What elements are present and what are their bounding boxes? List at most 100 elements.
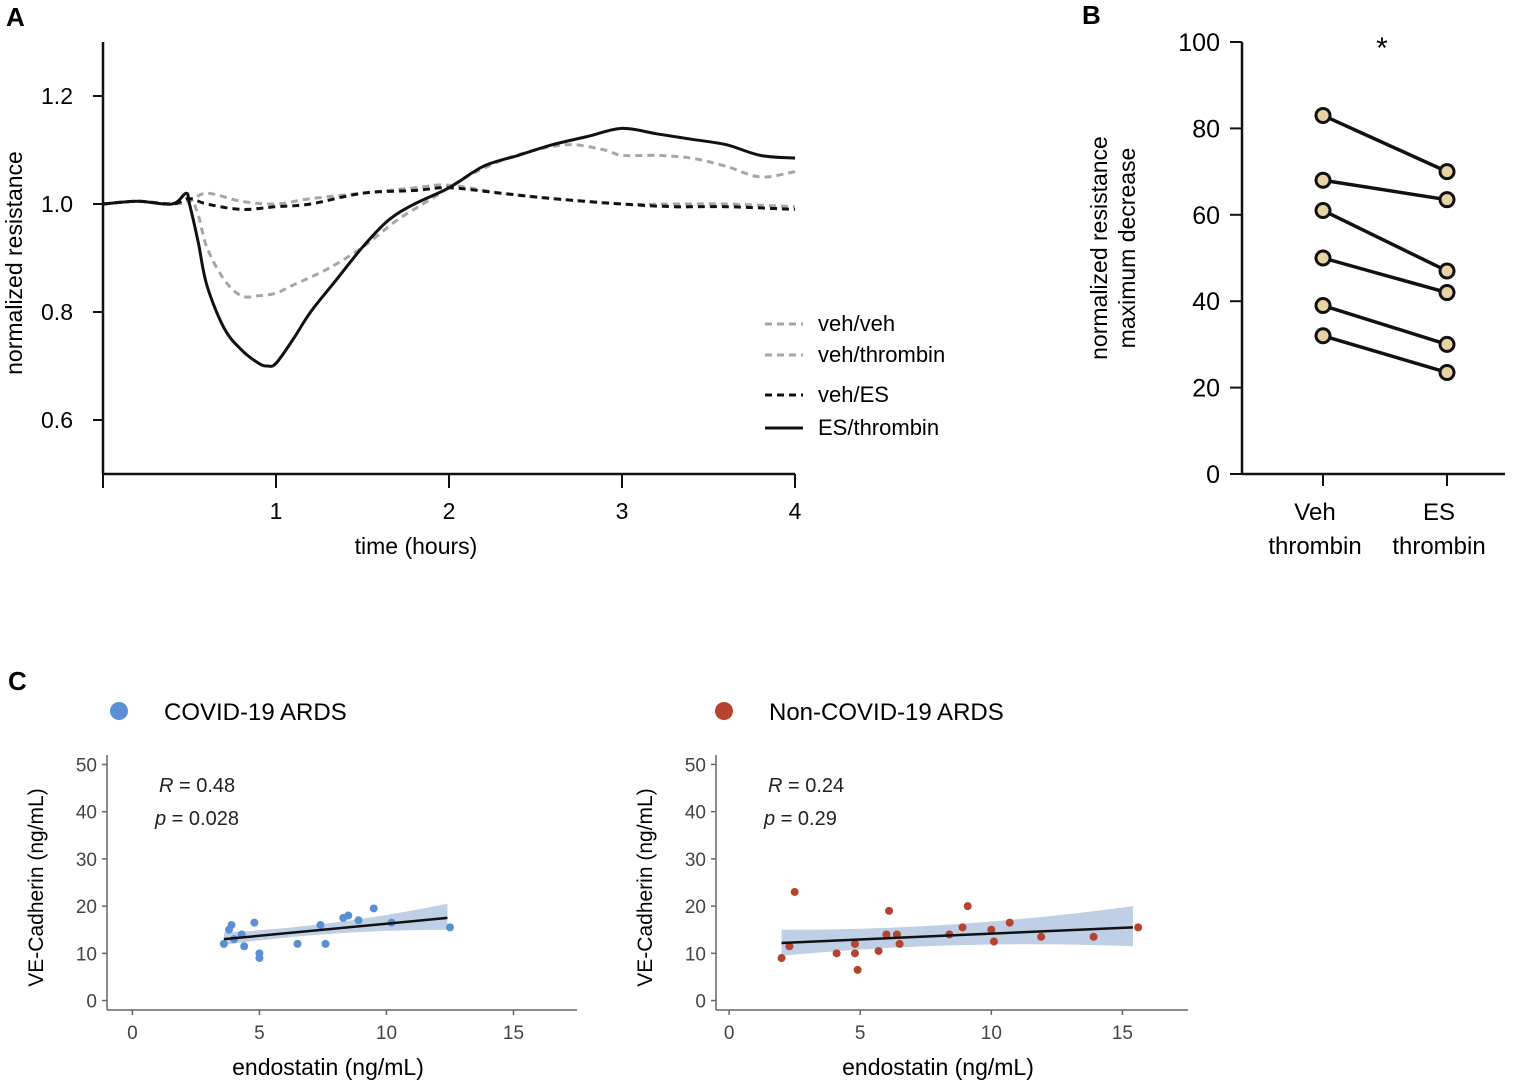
y-axis-label-line: normalized resistance: [1086, 136, 1112, 360]
y-axis-label: normalized resistance: [1, 151, 27, 375]
panel-label-b: B: [1082, 0, 1101, 30]
data-point: [987, 925, 996, 934]
data-point: [344, 911, 353, 920]
y-tick-label: 20: [1192, 375, 1220, 403]
series-line-es-thrombin: [102, 126, 796, 368]
panel-label-c: C: [8, 666, 27, 696]
stat-p-text: p = 0.028: [154, 808, 239, 830]
data-point: [777, 954, 786, 963]
data-point: [989, 937, 998, 946]
data-point: [316, 921, 325, 929]
x-axis-label: endostatin (ng/mL): [842, 1054, 1034, 1080]
x-axis-label: time (hours): [355, 533, 478, 559]
pair-point: [1438, 262, 1456, 280]
stat-r-text: R = 0.48: [159, 775, 235, 797]
stat-p-value: = 0.29: [775, 808, 837, 830]
y-tick-label: 0: [1206, 461, 1220, 489]
pair-point: [1438, 163, 1456, 181]
panel-c-right-scatter: Non-COVID-19 ARDS 0 10 20 30 40 50 0 5 10 15 endost…: [634, 699, 1188, 1080]
data-point: [445, 923, 454, 932]
y-tick-label: 40: [685, 803, 706, 824]
regression-line: [223, 916, 448, 941]
x-category-line: thrombin: [1392, 533, 1485, 560]
stat-p-symbol: p: [763, 808, 775, 830]
y-tick-label: 10: [76, 944, 97, 965]
y-tick-label: 50: [685, 755, 706, 776]
stat-r-value: = 0.48: [173, 775, 235, 797]
y-tick-label: 10: [685, 944, 706, 965]
data-point: [227, 921, 236, 929]
data-point: [1089, 932, 1098, 941]
legend-dot: [110, 702, 128, 720]
data-point: [853, 965, 862, 974]
pair-point: [1438, 335, 1456, 353]
data-point: [958, 923, 967, 932]
data-point: [895, 939, 904, 948]
y-axis-label: normalized resistancemaximum decrease: [1086, 136, 1140, 360]
data-point: [219, 939, 228, 948]
y-tick-label: 1.0: [41, 191, 73, 217]
y-tick-label: 0: [86, 992, 97, 1013]
x-tick-label: 10: [981, 1023, 1002, 1044]
x-category-label: Veh thrombin: [1268, 499, 1361, 560]
data-point: [255, 954, 264, 963]
confidence-band: [781, 906, 1133, 956]
x-category-line: thrombin: [1268, 533, 1361, 560]
y-tick-label: 20: [76, 897, 97, 918]
data-point: [850, 939, 859, 948]
y-tick-label: 100: [1178, 29, 1220, 57]
data-point: [354, 916, 363, 925]
significance-star: *: [1376, 32, 1388, 65]
x-category-line: ES: [1423, 499, 1455, 526]
y-tick-label: 30: [685, 850, 706, 871]
pair-point: [1438, 191, 1456, 209]
y-tick-label: 0.6: [41, 407, 73, 433]
panel-c-left-scatter: COVID-19 ARDS 0 10 20 30 40 50 0 5 10 15 endostatin…: [25, 699, 577, 1080]
y-tick-label: 40: [76, 803, 97, 824]
pair-line: [1322, 113, 1448, 174]
legend-label: veh/ES: [818, 382, 889, 407]
pair-point: [1314, 201, 1332, 219]
x-tick-label: 1: [270, 498, 283, 524]
panel-a-line-chart: 0.6 0.8 1.0 1.2 1 2 3 4 time (hours) normalized r…: [1, 42, 945, 559]
pair-line: [1322, 334, 1448, 375]
data-point: [785, 942, 794, 951]
data-point: [790, 887, 799, 896]
stat-p-value: = 0.028: [166, 808, 239, 830]
legend-dot: [715, 702, 733, 720]
stat-p-text: p = 0.29: [763, 808, 837, 830]
stat-p-symbol: p: [154, 808, 166, 830]
pair-line: [1322, 208, 1448, 273]
panel-label-a: A: [6, 2, 25, 32]
x-axis-label: endostatin (ng/mL): [232, 1054, 424, 1080]
y-axis-label: VE-Cadherin (ng/mL): [634, 788, 657, 986]
y-tick-label: 0: [695, 992, 706, 1013]
data-point: [963, 902, 972, 911]
x-tick-label: 15: [1112, 1023, 1133, 1044]
pair-point: [1314, 297, 1332, 315]
x-tick-label: 5: [855, 1023, 866, 1044]
legend-label: COVID-19 ARDS: [164, 699, 347, 726]
y-axis-label-line: maximum decrease: [1114, 148, 1140, 349]
x-tick-label: 0: [724, 1023, 735, 1044]
data-point: [885, 906, 894, 915]
y-tick-label: 30: [76, 850, 97, 871]
y-tick-label: 80: [1192, 115, 1220, 143]
pair-point: [1314, 327, 1332, 345]
data-point: [240, 942, 249, 951]
pair-point: [1314, 171, 1332, 189]
x-category-label: ES thrombin: [1392, 499, 1485, 560]
data-point: [369, 904, 378, 913]
series-line-veh-es: [102, 186, 796, 211]
data-point: [874, 946, 883, 955]
regression-line: [781, 926, 1133, 945]
x-tick-label: 10: [376, 1023, 397, 1044]
pair-point: [1438, 284, 1456, 302]
x-tick-label: 0: [127, 1023, 138, 1044]
x-tick-label: 5: [254, 1023, 265, 1044]
y-tick-label: 60: [1192, 202, 1220, 230]
stat-r-symbol: R: [768, 775, 782, 797]
pair-line: [1322, 256, 1448, 295]
pair-line: [1322, 178, 1448, 202]
